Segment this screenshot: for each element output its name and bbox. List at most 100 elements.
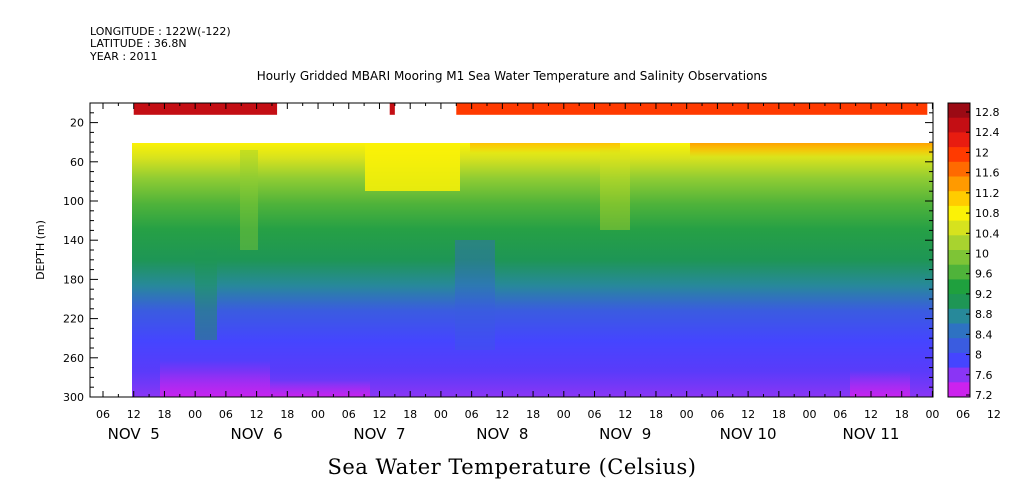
colorbar: 7.2 7.6 8 8.4 8.8 9.2 9.6 10 10.4 10.8 11.2 11.6 12 1… <box>947 102 1000 402</box>
x-hour-label: 12 <box>495 408 509 421</box>
cold-patch-nov5-6 <box>160 360 270 397</box>
colorbar-swatch <box>948 117 970 133</box>
x-hour-label: 06 <box>833 408 847 421</box>
colorbar-swatch <box>948 220 970 236</box>
x-hour-label: 18 <box>526 408 540 421</box>
dip-streak-1 <box>195 250 217 340</box>
x-hour-label: 00 <box>311 408 325 421</box>
x-day-label: NOV 6 <box>231 425 283 443</box>
dip-streak-4 <box>600 150 630 230</box>
latitude-text: LATITUDE : 36.8N <box>90 37 187 50</box>
colorbar-label: 11.6 <box>975 167 1000 180</box>
colorbar-label: 10.8 <box>975 207 1000 220</box>
x-day-label: NOV 11 <box>843 425 900 443</box>
colorbar-swatch <box>948 103 970 119</box>
colorbar-label: 8.8 <box>975 308 993 321</box>
colorbar-swatch <box>948 132 970 148</box>
colorbar-label: 11.2 <box>975 187 1000 200</box>
colorbar-swatch <box>948 279 970 295</box>
colorbar-label: 10.4 <box>975 227 1000 240</box>
x-hour-label: 12 <box>127 408 141 421</box>
y-tick-label: 20 <box>70 117 84 130</box>
colorbar-label: 10 <box>975 248 989 261</box>
x-hour-label: 18 <box>895 408 909 421</box>
colorbar-swatch <box>948 235 970 251</box>
x-hour-label: 18 <box>403 408 417 421</box>
colorbar-label: 12.4 <box>975 126 1000 139</box>
y-tick-label: 100 <box>63 195 84 208</box>
colorbar-swatch <box>948 308 970 324</box>
y-axis: 20 60 100 140 180 220 260 300 <box>63 112 933 404</box>
x-hour-label: 18 <box>157 408 171 421</box>
colorbar-label: 12.8 <box>975 106 1000 119</box>
x-hour-label: 06 <box>956 408 970 421</box>
x-day-label: NOV 7 <box>353 425 405 443</box>
colorbar-label: 7.6 <box>975 369 993 382</box>
colorbar-swatch <box>948 352 970 369</box>
x-hour-label: 00 <box>680 408 694 421</box>
x-hour-label: 18 <box>280 408 294 421</box>
colorbar-swatch <box>948 205 970 222</box>
x-hour-label: 12 <box>864 408 878 421</box>
x-day-label: NOV 10 <box>720 425 777 443</box>
x-day-label: NOV 5 <box>108 425 160 443</box>
x-day-label: NOV 9 <box>599 425 651 443</box>
x-hour-label: 00 <box>434 408 448 421</box>
colorbar-swatch <box>948 176 970 192</box>
surface-band-segment <box>389 103 395 115</box>
y-tick-label: 60 <box>70 156 84 169</box>
colorbar-swatch <box>948 191 970 207</box>
heatmap-field <box>132 143 933 397</box>
warm-patch-nov7 <box>365 143 460 191</box>
colorbar-label: 8 <box>975 349 982 362</box>
x-hour-label: 18 <box>649 408 663 421</box>
x-hour-label: 06 <box>96 408 110 421</box>
x-hour-label: 06 <box>342 408 356 421</box>
surface-band-segment <box>133 103 278 115</box>
x-hour-label: 00 <box>188 408 202 421</box>
colorbar-swatch <box>948 147 970 163</box>
x-hour-label: 00 <box>557 408 571 421</box>
y-tick-label: 260 <box>63 352 84 365</box>
y-tick-label: 220 <box>63 313 84 326</box>
colorbar-label: 7.2 <box>975 389 993 402</box>
colorbar-swatch <box>948 264 970 280</box>
x-hour-label: 00 <box>925 408 939 421</box>
dip-streak-2 <box>240 150 258 250</box>
x-axis: 06 12 18 00 06 12 18 00 06 12 18 00 06 12 18 00 06 12 18 00… <box>96 103 1001 443</box>
y-tick-label: 300 <box>63 391 84 404</box>
colorbar-swatch <box>948 323 970 339</box>
colorbar-label: 8.4 <box>975 328 993 341</box>
x-hour-label: 12 <box>372 408 386 421</box>
x-day-label: NOV 8 <box>476 425 528 443</box>
colorbar-label: 9.2 <box>975 288 993 301</box>
variable-label: Sea Water Temperature (Celsius) <box>327 455 696 479</box>
colorbar-swatch <box>948 367 970 383</box>
x-hour-label: 12 <box>987 408 1001 421</box>
x-hour-label: 18 <box>772 408 786 421</box>
colorbar-label: 9.6 <box>975 268 993 281</box>
warm-patch-nov10-11 <box>690 143 933 157</box>
colorbar-swatch <box>948 161 970 177</box>
warm-patch-nov8-9 <box>470 143 620 153</box>
heatmap-base <box>132 143 933 397</box>
x-hour-label: 12 <box>250 408 264 421</box>
colorbar-swatch <box>948 338 970 354</box>
colorbar-swatch <box>948 250 970 266</box>
year-text: YEAR : 2011 <box>89 50 158 63</box>
x-hour-label: 00 <box>803 408 817 421</box>
cold-patch-nov6-7 <box>270 380 370 397</box>
colorbar-swatch <box>948 382 970 398</box>
x-hour-label: 12 <box>741 408 755 421</box>
dip-streak-3 <box>455 240 495 350</box>
chart-title: Hourly Gridded MBARI Mooring M1 Sea Wate… <box>257 69 768 83</box>
colorbar-frame <box>947 102 971 398</box>
x-hour-label: 06 <box>710 408 724 421</box>
y-tick-label: 180 <box>63 273 84 286</box>
x-hour-label: 06 <box>219 408 233 421</box>
x-hour-label: 06 <box>588 408 602 421</box>
y-axis-label: DEPTH (m) <box>34 220 47 280</box>
cold-patch-nov11 <box>850 370 910 397</box>
x-hour-label: 06 <box>465 408 479 421</box>
